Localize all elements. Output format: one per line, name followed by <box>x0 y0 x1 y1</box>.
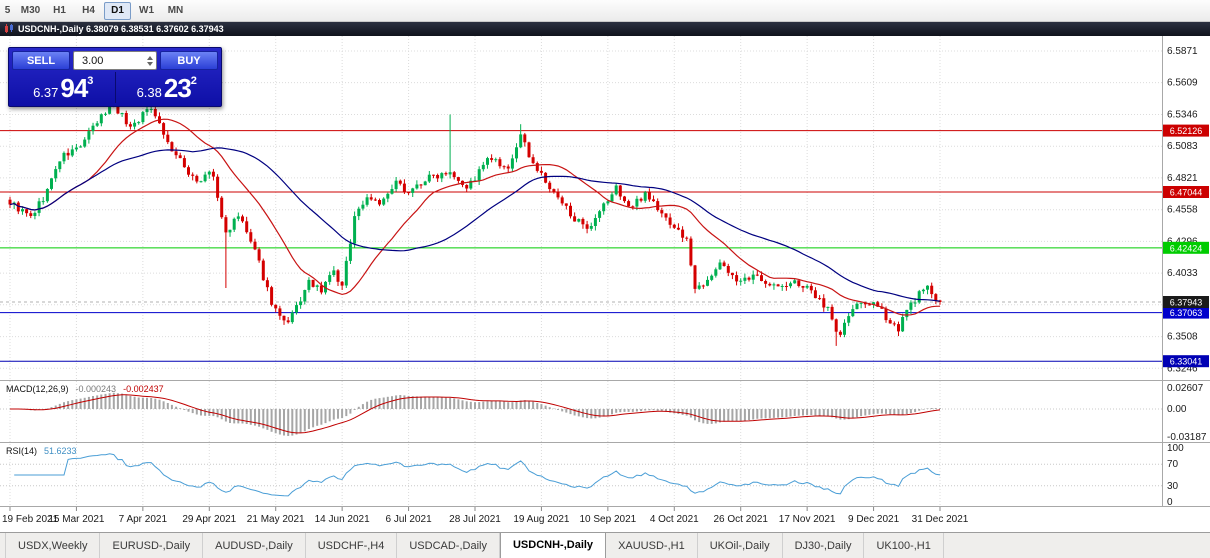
chart-tab-audusd-daily[interactable]: AUDUSD-,Daily <box>203 533 306 558</box>
rsi-axis-label: 70 <box>1167 459 1179 470</box>
macd-axis-label: 0.02607 <box>1167 383 1204 394</box>
chart-title-bar: USDCNH-,Daily 6.38079 6.38531 6.37602 6.… <box>0 22 1210 36</box>
spinner-down-icon[interactable] <box>147 61 153 66</box>
chart-tab-usdcad-daily[interactable]: USDCAD-,Daily <box>397 533 500 558</box>
price-axis-label: 6.4033 <box>1167 268 1198 279</box>
candlesticks <box>8 88 942 346</box>
timeframe-button-MN[interactable]: MN <box>167 5 184 16</box>
chart-tab-usdcnh-daily[interactable]: USDCNH-,Daily <box>499 533 607 558</box>
chart-tab-ukoil-daily[interactable]: UKOil-,Daily <box>698 533 783 558</box>
timeframe-toolbar: 5 M30 H1 H4 D1 W1 MN <box>0 0 1210 22</box>
date-axis-label: 29 Apr 2021 <box>182 514 236 525</box>
timeframe-button-D1[interactable]: D1 <box>104 1 131 20</box>
macd-axis-label: -0.03187 <box>1167 432 1207 443</box>
sell-price-sup: 3 <box>87 75 94 87</box>
rsi-axis-label: 100 <box>1167 443 1184 454</box>
timeframe-button-W1[interactable]: W1 <box>139 5 154 16</box>
price-divider <box>114 72 116 103</box>
chart-tab-usdx-weekly[interactable]: USDX,Weekly <box>5 533 101 558</box>
svg-text:6.33041: 6.33041 <box>1170 357 1203 367</box>
timeframe-button-5[interactable]: 5 <box>4 5 11 16</box>
buy-price-big: 23 <box>163 73 192 103</box>
candlestick-chart-icon <box>4 23 14 36</box>
svg-text:6.52126: 6.52126 <box>1170 126 1203 136</box>
date-axis-label: 19 Feb 2021 <box>2 514 59 525</box>
sell-button[interactable]: SELL <box>12 51 70 70</box>
one-click-trade-panel: SELL 3.00 BUY 6.37 94 3 6.38 23 2 <box>8 47 222 107</box>
price-tag: 6.52126 <box>1163 124 1209 137</box>
price-axis-label: 6.5609 <box>1167 78 1198 89</box>
chart-tab-eurusd-daily[interactable]: EURUSD-,Daily <box>100 533 204 558</box>
price-tag: 6.37943 <box>1163 296 1209 308</box>
chart-tab-usdchf-h4[interactable]: USDCHF-,H4 <box>306 533 398 558</box>
rsi-line <box>14 453 941 497</box>
price-tag: 6.42424 <box>1163 241 1209 254</box>
price-axis-label: 6.5346 <box>1167 109 1198 120</box>
ma-slow-line <box>9 147 941 302</box>
sell-price-big: 94 <box>60 73 88 103</box>
chart-canvas[interactable]: 6.5871 6.5609 6.5346 6.5083 6.4821 6.4558 6.42… <box>0 36 1210 532</box>
price-tag: 6.47044 <box>1163 186 1209 198</box>
buy-price[interactable]: 6.38 23 2 <box>116 72 219 103</box>
date-axis-label: 10 Sep 2021 <box>579 514 636 525</box>
date-axis-label: 21 May 2021 <box>247 514 305 525</box>
volume-value: 3.00 <box>82 54 104 67</box>
chart-tab-uk100-h1[interactable]: UK100-,H1 <box>864 533 944 558</box>
price-axis-label: 6.5083 <box>1167 141 1198 152</box>
date-axis-label: 31 Dec 2021 <box>912 514 969 525</box>
date-axis-label: 6 Jul 2021 <box>385 514 432 525</box>
buy-button[interactable]: BUY <box>160 51 218 70</box>
rsi-axis-label: 30 <box>1167 481 1179 492</box>
price-axis-label: 6.3246 <box>1167 363 1198 374</box>
date-axis-label: 28 Jul 2021 <box>449 514 501 525</box>
macd-pane <box>10 392 941 436</box>
chart-tab-dj30-daily[interactable]: DJ30-,Daily <box>783 533 865 558</box>
date-axis-label: 26 Oct 2021 <box>713 514 768 525</box>
price-axis-label: 6.3508 <box>1167 332 1198 343</box>
date-axis-label: 17 Nov 2021 <box>779 514 836 525</box>
sell-price[interactable]: 6.37 94 3 <box>12 72 115 103</box>
price-tag: 6.33041 <box>1163 355 1209 368</box>
date-axis-label: 9 Dec 2021 <box>848 514 900 525</box>
timeframe-button-H1[interactable]: H1 <box>53 5 66 16</box>
chart-tab-bar: USDX,Weekly EURUSD-,Daily AUDUSD-,Daily USD… <box>0 532 1210 558</box>
rsi-pane <box>14 453 941 497</box>
rsi-axis-label: 0 <box>1167 497 1173 508</box>
horizontal-level-lines[interactable] <box>0 130 1162 362</box>
date-axis-label: 14 Jun 2021 <box>315 514 370 525</box>
macd-axis-label: 0.00 <box>1167 404 1187 415</box>
chart-tab-xauusd-h1[interactable]: XAUUSD-,H1 <box>606 533 698 558</box>
sell-price-main: 6.37 <box>33 85 59 100</box>
timeframe-button-M30[interactable]: M30 <box>20 5 41 16</box>
spinner-up-icon[interactable] <box>147 55 153 60</box>
macd-signal-line <box>10 394 941 434</box>
buy-price-sup: 2 <box>190 75 197 87</box>
chart-grid <box>0 36 1162 506</box>
chart-title: USDCNH-,Daily 6.38079 6.38531 6.37602 6.… <box>18 24 224 34</box>
date-axis-label: 7 Apr 2021 <box>119 514 168 525</box>
svg-text:6.37063: 6.37063 <box>1170 308 1203 318</box>
svg-text:6.42424: 6.42424 <box>1170 243 1203 253</box>
price-tag: 6.37063 <box>1163 306 1209 319</box>
timeframe-button-H4[interactable]: H4 <box>82 5 95 16</box>
date-axis-label: 4 Oct 2021 <box>650 514 699 525</box>
price-axis-label: 6.5871 <box>1167 46 1198 57</box>
date-axis-label: 19 Aug 2021 <box>513 514 570 525</box>
price-axis-label: 6.4821 <box>1167 173 1198 184</box>
ma-fast-line <box>9 118 941 316</box>
volume-spinner[interactable] <box>147 55 153 66</box>
price-axis[interactable]: 6.5871 6.5609 6.5346 6.5083 6.4821 6.4558 6.42… <box>1163 46 1209 508</box>
date-axis-label: 15 Mar 2021 <box>48 514 105 525</box>
svg-text:6.37943: 6.37943 <box>1170 298 1203 308</box>
buy-price-main: 6.38 <box>136 85 162 100</box>
volume-input[interactable]: 3.00 <box>73 51 157 70</box>
moving-averages <box>9 118 941 316</box>
price-axis-label: 6.4558 <box>1167 205 1198 216</box>
svg-text:6.47044: 6.47044 <box>1170 188 1203 198</box>
